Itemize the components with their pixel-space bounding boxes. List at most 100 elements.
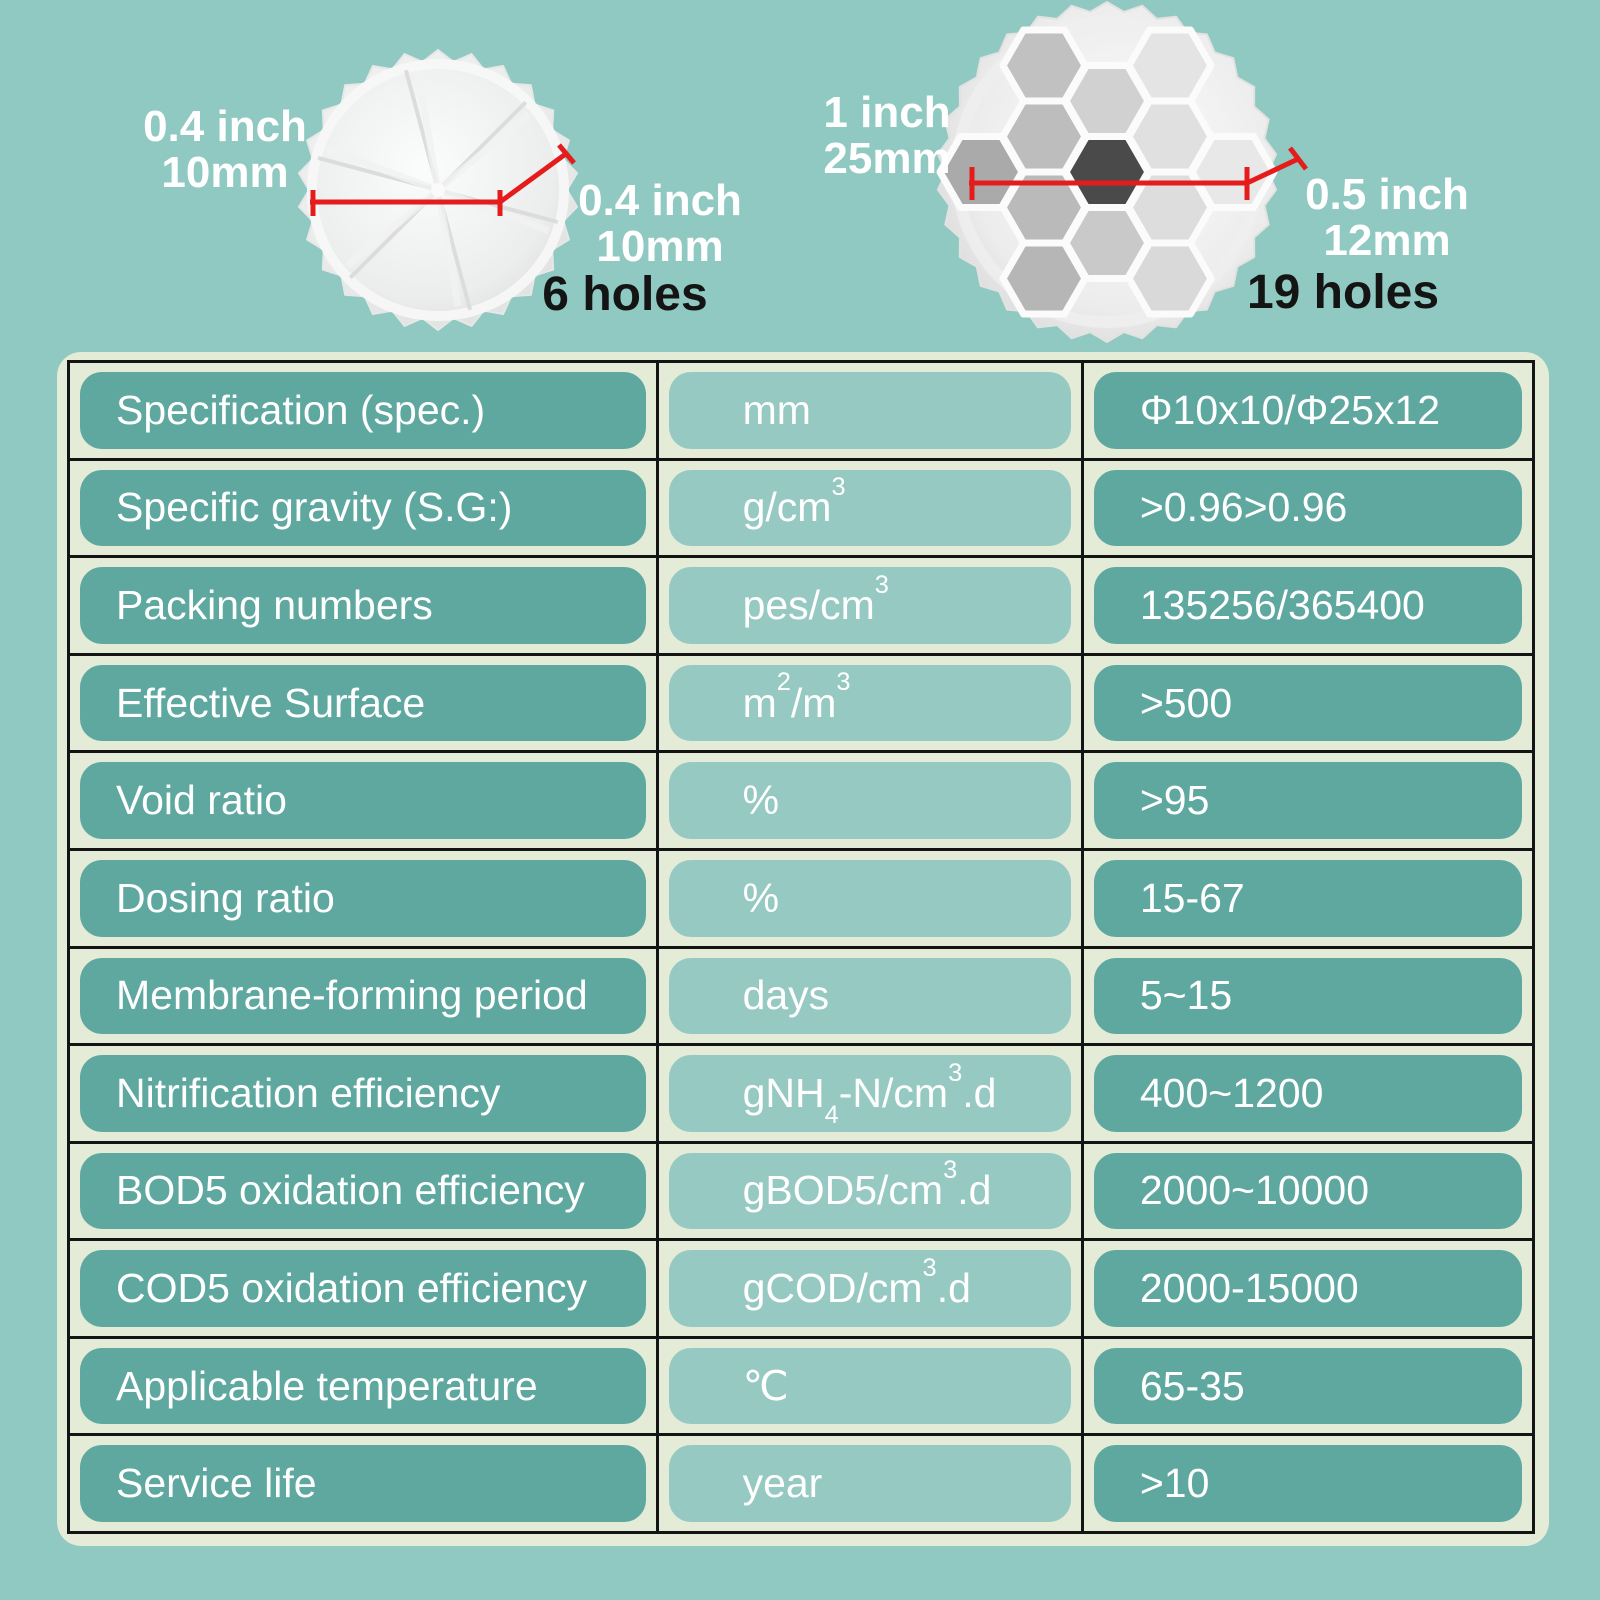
- spec-value-label: 2000~10000: [1139, 1167, 1370, 1214]
- spec-param-pill: Effective Surface: [80, 664, 646, 742]
- spec-row-unit-cell: m2/m3: [658, 655, 1081, 751]
- dim-label-mm: 10mm: [161, 148, 289, 198]
- spec-unit-pill: gNH4-N/cm3.d: [668, 1055, 1071, 1132]
- dim-label-inch: 0.4 inch: [578, 176, 742, 225]
- spec-value-label: 135256/365400: [1139, 581, 1425, 628]
- spec-unit-label: m2/m3: [742, 668, 851, 726]
- spec-row-param-cell: Specific gravity (S.G:): [70, 460, 656, 556]
- spec-row-param-cell: Dosing ratio: [70, 850, 656, 946]
- spec-row-value-cell: 5~15: [1083, 948, 1532, 1044]
- spec-param-pill: COD5 oxidation efficiency: [80, 1250, 646, 1327]
- spec-row-param-cell: Specification (spec.): [70, 363, 656, 458]
- spec-param-pill: Applicable temperature: [80, 1347, 646, 1425]
- holes-count-label-small: 6 holes: [542, 268, 708, 321]
- spec-unit-pill: pes/cm3: [668, 567, 1071, 644]
- spec-unit-label: %: [742, 777, 780, 824]
- spec-unit-label: %: [742, 874, 780, 921]
- spec-row-unit-cell: %: [658, 850, 1081, 946]
- spec-row-param-cell: Service life: [70, 1436, 656, 1531]
- spec-row-unit-cell: gBOD5/cm3.d: [658, 1143, 1081, 1239]
- spec-value-label: >95: [1139, 777, 1210, 824]
- spec-value-pill: 135256/365400: [1093, 567, 1522, 644]
- spec-value-label: Φ10x10/Φ25x12: [1139, 386, 1441, 433]
- spec-param-label: Effective Surface: [116, 679, 426, 726]
- spec-row-unit-cell: ℃: [658, 1338, 1081, 1434]
- spec-value-label: 2000-15000: [1139, 1265, 1359, 1312]
- spec-row-value-cell: >500: [1083, 655, 1532, 751]
- spec-value-label: 5~15: [1139, 972, 1233, 1019]
- dim-label-mm: 12mm: [1323, 216, 1451, 266]
- spec-row-param-cell: COD5 oxidation efficiency: [70, 1241, 656, 1336]
- spec-row-unit-cell: gCOD/cm3.d: [658, 1241, 1081, 1336]
- spec-row-unit-cell: pes/cm3: [658, 558, 1081, 653]
- spec-row-param-cell: Packing numbers: [70, 558, 656, 653]
- spec-value-label: 15-67: [1139, 874, 1245, 921]
- spec-param-pill: Packing numbers: [80, 567, 646, 644]
- spec-param-label: Nitrification efficiency: [116, 1069, 501, 1116]
- spec-unit-label: pes/cm3: [742, 570, 889, 628]
- spec-row-param-cell: Nitrification efficiency: [70, 1046, 656, 1141]
- spec-row-value-cell: 400~1200: [1083, 1046, 1532, 1141]
- spec-value-pill: >10: [1093, 1445, 1522, 1522]
- spec-row-value-cell: >10: [1083, 1436, 1532, 1531]
- spec-unit-label: gNH4-N/cm3.d: [742, 1058, 997, 1130]
- spec-param-label: BOD5 oxidation efficiency: [116, 1167, 585, 1214]
- spec-row-param-cell: Void ratio: [70, 753, 656, 848]
- dim-label-small-thickness: 0.4 inch 10mm: [565, 176, 755, 272]
- filter-media-6hole-image: [297, 48, 579, 332]
- spec-value-pill: >0.96>0.96: [1093, 469, 1522, 547]
- spec-unit-pill: m2/m3: [668, 664, 1071, 742]
- spec-row-unit-cell: gNH4-N/cm3.d: [658, 1046, 1081, 1141]
- spec-unit-label: g/cm3: [742, 473, 846, 531]
- filter-media-19hole-image: [936, 0, 1278, 344]
- product-images-section: 0.4 inch 10mm 0.4 inch 10mm 6 holes 1 in…: [0, 0, 1600, 352]
- spec-param-label: Void ratio: [116, 777, 287, 824]
- spec-value-label: 400~1200: [1139, 1069, 1324, 1116]
- spec-row-value-cell: >0.96>0.96: [1083, 460, 1532, 556]
- dim-label-mm: 10mm: [596, 222, 724, 272]
- spec-unit-label: year: [742, 1460, 823, 1507]
- spec-unit-pill: g/cm3: [668, 469, 1071, 547]
- holes-count-label-large: 19 holes: [1246, 266, 1440, 319]
- spec-value-label: >500: [1139, 679, 1233, 726]
- spec-param-pill: BOD5 oxidation efficiency: [80, 1152, 646, 1230]
- spec-row-unit-cell: year: [658, 1436, 1081, 1531]
- spec-param-label: Specific gravity (S.G:): [116, 484, 513, 531]
- spec-value-label: >0.96>0.96: [1139, 484, 1348, 531]
- spec-value-pill: 5~15: [1093, 957, 1522, 1035]
- spec-value-pill: >95: [1093, 762, 1522, 839]
- spec-row-unit-cell: days: [658, 948, 1081, 1044]
- dim-label-inch: 0.4 inch: [143, 102, 307, 151]
- spec-param-label: Packing numbers: [116, 581, 433, 628]
- spec-param-label: Service life: [116, 1460, 317, 1507]
- spec-row-unit-cell: mm: [658, 363, 1081, 458]
- spec-row-value-cell: Φ10x10/Φ25x12: [1083, 363, 1532, 458]
- spec-unit-label: gBOD5/cm3.d: [742, 1156, 992, 1214]
- spec-param-pill: Service life: [80, 1445, 646, 1522]
- spec-value-label: 65-35: [1139, 1362, 1245, 1409]
- spec-param-label: COD5 oxidation efficiency: [116, 1265, 587, 1312]
- spec-unit-label: mm: [742, 386, 811, 433]
- dim-label-mm: 25mm: [823, 134, 951, 184]
- spec-table-grid: Specification (spec.) mm Φ10x10/Φ25x12 S…: [67, 360, 1535, 1534]
- spec-row-param-cell: Effective Surface: [70, 655, 656, 751]
- dim-label-inch: 0.5 inch: [1305, 170, 1469, 219]
- spec-param-label: Membrane-forming period: [116, 972, 588, 1019]
- spec-unit-label: ℃: [742, 1363, 789, 1410]
- spec-value-label: >10: [1139, 1460, 1210, 1507]
- dim-label-large-diameter: 1 inch 25mm: [812, 89, 962, 184]
- spec-row-param-cell: BOD5 oxidation efficiency: [70, 1143, 656, 1239]
- spec-unit-pill: %: [668, 859, 1071, 937]
- spec-unit-pill: ℃: [668, 1347, 1071, 1425]
- dimension-lines: [310, 143, 1308, 216]
- spec-value-pill: Φ10x10/Φ25x12: [1093, 372, 1522, 449]
- spec-param-pill: Membrane-forming period: [80, 957, 646, 1035]
- spec-value-pill: 2000~10000: [1093, 1152, 1522, 1230]
- spec-row-value-cell: 135256/365400: [1083, 558, 1532, 653]
- spec-unit-label: days: [742, 972, 830, 1019]
- spec-unit-pill: days: [668, 957, 1071, 1035]
- spec-param-pill: Specific gravity (S.G:): [80, 469, 646, 547]
- spec-value-pill: 2000-15000: [1093, 1250, 1522, 1327]
- dim-label-large-thickness: 0.5 inch 12mm: [1292, 170, 1482, 266]
